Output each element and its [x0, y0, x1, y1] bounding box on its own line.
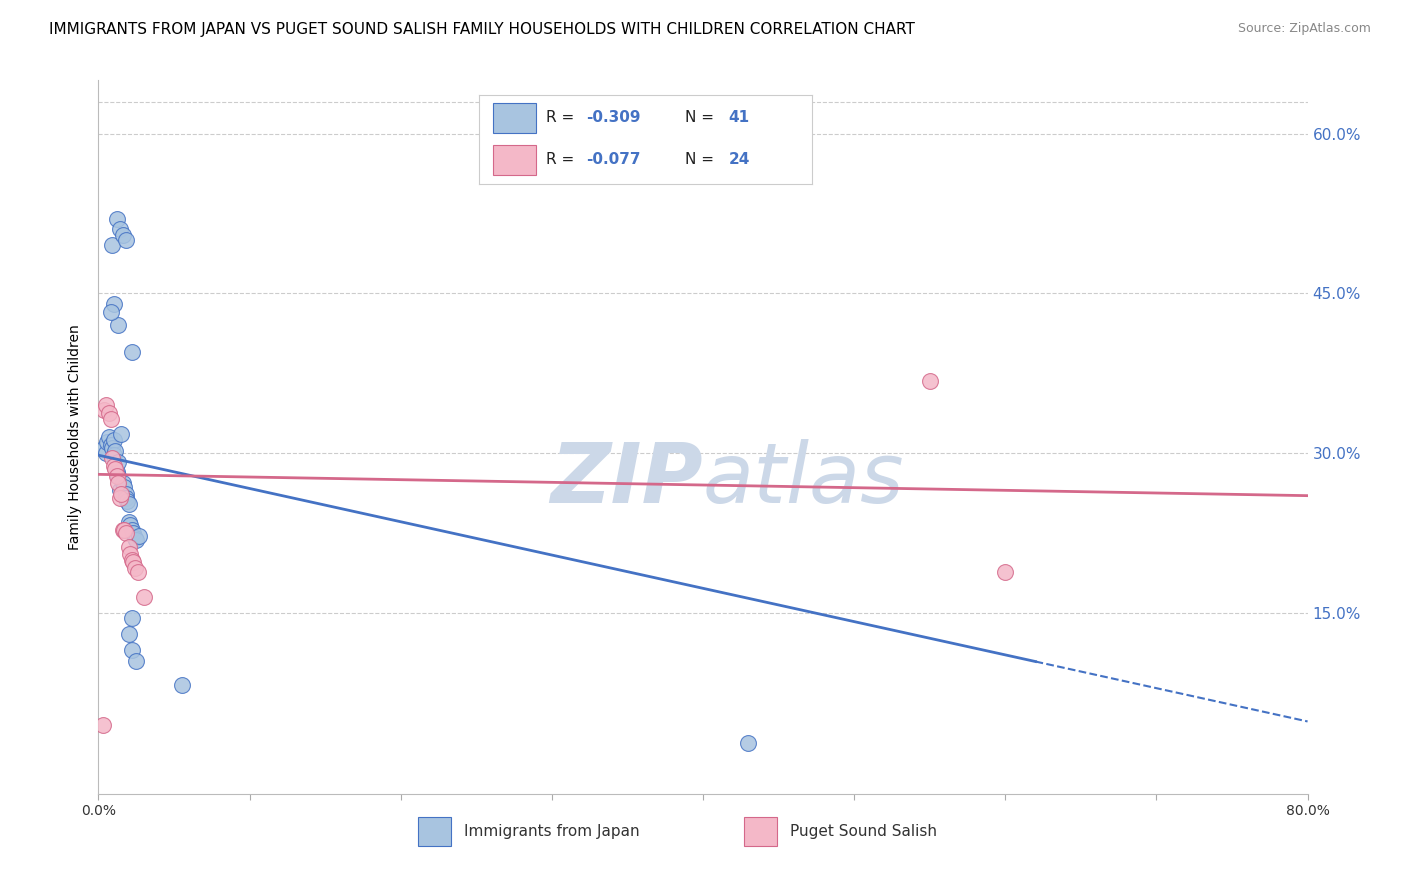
Text: Source: ZipAtlas.com: Source: ZipAtlas.com [1237, 22, 1371, 36]
Point [105, 211, 128, 226]
Point [122, 555, 145, 569]
Point [125, 533, 148, 548]
Point [94, 398, 117, 412]
Point [918, 374, 941, 388]
Point [107, 469, 129, 483]
Point [98, 406, 121, 420]
Point [121, 344, 143, 359]
Point [121, 611, 143, 625]
Point [112, 523, 135, 537]
Point [108, 222, 131, 236]
Point [103, 434, 125, 448]
Point [115, 494, 138, 508]
Point [737, 736, 759, 750]
Point [111, 475, 134, 490]
Point [101, 441, 124, 455]
Point [101, 238, 124, 252]
Point [114, 486, 136, 500]
Point [118, 497, 141, 511]
Point [100, 305, 122, 319]
Point [110, 486, 132, 500]
Point [120, 518, 142, 533]
Point [107, 454, 129, 468]
Point [103, 458, 125, 473]
Point [121, 643, 143, 657]
Point [104, 444, 127, 458]
Point [94, 446, 117, 460]
Point [105, 469, 128, 483]
Point [93, 441, 115, 455]
Point [112, 480, 135, 494]
Point [98, 430, 121, 444]
Point [108, 483, 131, 498]
Point [100, 412, 122, 426]
Point [104, 462, 127, 476]
Text: IMMIGRANTS FROM JAPAN VS PUGET SOUND SALISH FAMILY HOUSEHOLDS WITH CHILDREN CORR: IMMIGRANTS FROM JAPAN VS PUGET SOUND SAL… [49, 22, 915, 37]
Point [118, 627, 141, 641]
Point [100, 437, 122, 451]
Point [114, 233, 136, 247]
Point [128, 529, 150, 543]
Point [170, 678, 193, 692]
Point [107, 318, 129, 333]
Point [96, 435, 118, 450]
Point [124, 561, 146, 575]
Point [114, 491, 136, 505]
Point [118, 516, 141, 530]
Point [114, 525, 136, 540]
Point [125, 654, 148, 668]
Point [120, 547, 142, 561]
Point [124, 531, 146, 545]
Point [132, 590, 155, 604]
Point [121, 523, 143, 537]
Point [994, 566, 1017, 580]
Point [91, 717, 114, 731]
Point [127, 566, 149, 580]
Point [121, 552, 143, 566]
Point [110, 426, 132, 441]
Point [103, 297, 125, 311]
Y-axis label: Family Households with Children: Family Households with Children [69, 324, 83, 550]
Point [105, 465, 128, 479]
Point [111, 523, 134, 537]
Text: ZIP: ZIP [550, 440, 703, 520]
Point [103, 448, 125, 462]
Point [108, 491, 131, 505]
Point [107, 475, 129, 490]
Point [118, 540, 141, 554]
Point [101, 451, 124, 466]
Point [122, 525, 145, 540]
Point [111, 227, 134, 242]
Point [93, 403, 115, 417]
Text: atlas: atlas [703, 440, 904, 520]
